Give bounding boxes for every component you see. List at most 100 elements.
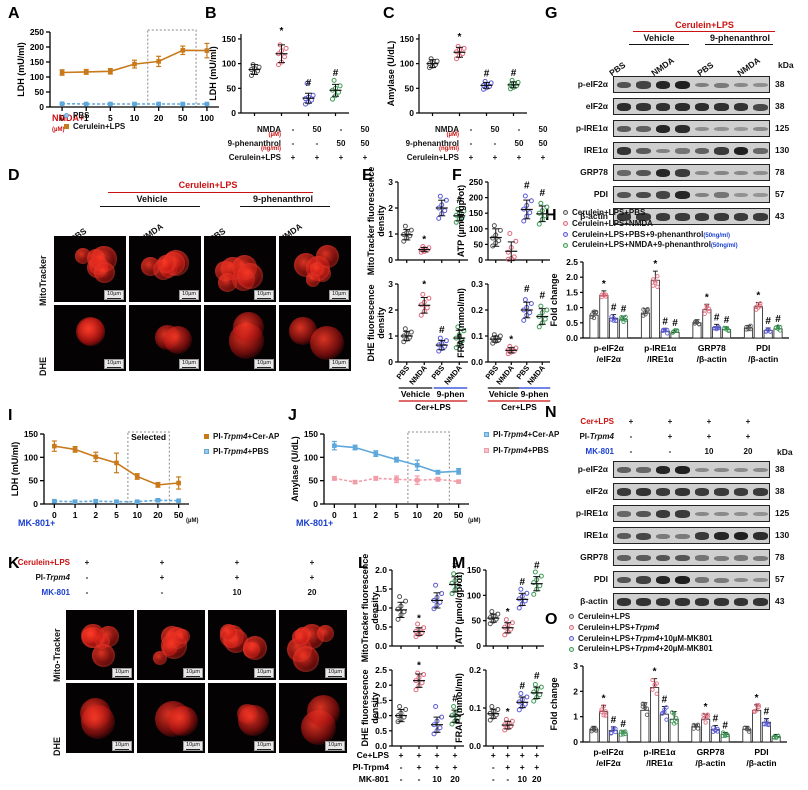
scale-bar: 10µm (329, 359, 349, 369)
svg-text:100: 100 (222, 59, 236, 69)
blot-image (613, 505, 770, 522)
blot-row: β-actin 43 (545, 591, 801, 611)
blot-band (675, 81, 690, 90)
blot-band (636, 598, 651, 606)
cell-blob (317, 625, 334, 642)
svg-text:#: # (724, 315, 730, 326)
svg-text:FRAP (mmol/ml): FRAP (mmol/ml) (456, 288, 466, 358)
svg-text:+: + (417, 750, 422, 760)
svg-text:*: * (653, 259, 657, 270)
panel-k: K Cerulein+LPS + + + + PI-Trpm4- + + + MK-801- -10… (8, 556, 353, 760)
blot-band (675, 488, 690, 496)
cond-value: + (698, 432, 720, 441)
svg-text:2: 2 (388, 305, 393, 315)
cell-blob (293, 646, 318, 671)
svg-text:0.0: 0.0 (469, 741, 481, 751)
svg-text:0: 0 (231, 108, 236, 118)
blot-band (617, 103, 632, 111)
svg-text:2: 2 (373, 510, 378, 520)
blot-row: PDI 57 (545, 184, 801, 204)
svg-text:*: * (280, 26, 284, 37)
cond-value: + (226, 558, 248, 567)
blot-band (695, 148, 710, 154)
svg-text:0: 0 (33, 499, 38, 509)
svg-text:#: # (775, 314, 781, 325)
blot-band (734, 578, 749, 582)
cell-blob (81, 705, 115, 739)
blot-band (695, 598, 710, 606)
cell-blob (237, 263, 262, 288)
blot-band (753, 104, 768, 111)
blot-kda: 125 (775, 508, 801, 518)
cell-blob (218, 273, 237, 292)
blot-image (613, 164, 770, 181)
svg-text:250: 250 (469, 177, 483, 187)
legend-swatch (569, 625, 574, 630)
cond-value: - (485, 139, 505, 148)
micrograph: 10µm (66, 683, 134, 753)
panel-m-chart: 050100150*##ATP (µmol/gprot)0.00.10.2*##… (452, 560, 548, 770)
legend-item: Cerulein+LPS+PBS (563, 208, 795, 219)
micrograph: 10µm (279, 610, 347, 680)
svg-text:LDH (mU/ml): LDH (mU/ml) (208, 46, 218, 101)
svg-text:0.5: 0.5 (375, 726, 387, 736)
svg-text:-: - (492, 774, 495, 784)
blot-band (675, 555, 690, 562)
svg-text:PI-Trpm4: PI-Trpm4 (353, 762, 390, 772)
micrograph: 10µm (66, 610, 134, 680)
svg-text:*: * (653, 667, 657, 678)
svg-text:10: 10 (518, 774, 528, 784)
blot-band (734, 598, 749, 606)
svg-text:Amylase (U/dL): Amylase (U/dL) (386, 41, 396, 107)
panel-h: H Cerulein+LPS+PBS Cerulein+LPS+NMDA Cerul… (545, 208, 795, 372)
legend-label: Cerulein+LPS (578, 612, 630, 621)
svg-text:Vehicle: Vehicle (401, 389, 431, 399)
blot-band (714, 556, 729, 561)
blot-band (695, 103, 710, 111)
svg-text:#: # (519, 681, 525, 692)
cond-value: 20 (301, 588, 323, 597)
svg-text:150: 150 (30, 57, 44, 67)
blot-kda: 38 (775, 101, 801, 111)
cond-value: + (737, 432, 759, 441)
svg-text:3: 3 (388, 279, 393, 289)
scale-bar: 10µm (183, 741, 203, 751)
cell-blob (233, 312, 264, 343)
svg-text:ATP (µmol/gprot): ATP (µmol/gprot) (456, 185, 466, 257)
blot-band (636, 511, 651, 518)
svg-text:NMDA: NMDA (407, 363, 429, 386)
blot-band (636, 103, 651, 111)
legend-item: PI-Trpm4+PBS (204, 447, 279, 458)
svg-text:+: + (435, 750, 440, 760)
micrograph: 10µm (204, 236, 276, 302)
svg-text:3: 3 (388, 177, 393, 187)
svg-text:#: # (611, 303, 617, 314)
svg-text:0: 0 (313, 499, 318, 509)
svg-text:#: # (439, 325, 445, 336)
micrograph: 10µm (279, 305, 351, 371)
svg-text:ATP (µmol/gprot): ATP (µmol/gprot) (454, 572, 464, 644)
scale-bar: 10µm (112, 741, 132, 751)
svg-text:p-IRE1α: p-IRE1α (644, 343, 677, 353)
blot-band (734, 103, 749, 111)
svg-text:9-phen: 9-phen (437, 389, 465, 399)
blot-band (753, 171, 768, 175)
legend-swatch (569, 647, 574, 652)
blot-kda: 78 (775, 167, 801, 177)
blot-protein-name: IRE1α (545, 145, 613, 155)
cond-value: + (461, 153, 481, 162)
svg-text:150: 150 (467, 565, 481, 575)
panel-i-chart: Selected0501001500 1 2 5 10 20 50LDH (mU/ml) (8, 424, 218, 524)
panel-o-chart: 0123*# #p-eIF2α/eIF2α*#p-IRE1α/IRE1α*##GR… (545, 656, 793, 776)
legend-item: Cerulein+LPS+NMDA+9-phenanthrol(50ng/ml) (563, 240, 795, 251)
svg-text:200: 200 (469, 193, 483, 203)
blot-band (695, 193, 710, 198)
blot-protein-name: GRP78 (545, 167, 613, 177)
blot-band (656, 510, 671, 518)
micrograph: 10µm (129, 305, 201, 371)
blot-image (613, 593, 770, 610)
blot-band (753, 556, 768, 561)
panel-i-letter: I (8, 408, 218, 424)
blot-kda: 43 (775, 596, 801, 606)
legend-item: Cerulein+LPS+Trpm4+10µM-MK801 (569, 634, 793, 645)
